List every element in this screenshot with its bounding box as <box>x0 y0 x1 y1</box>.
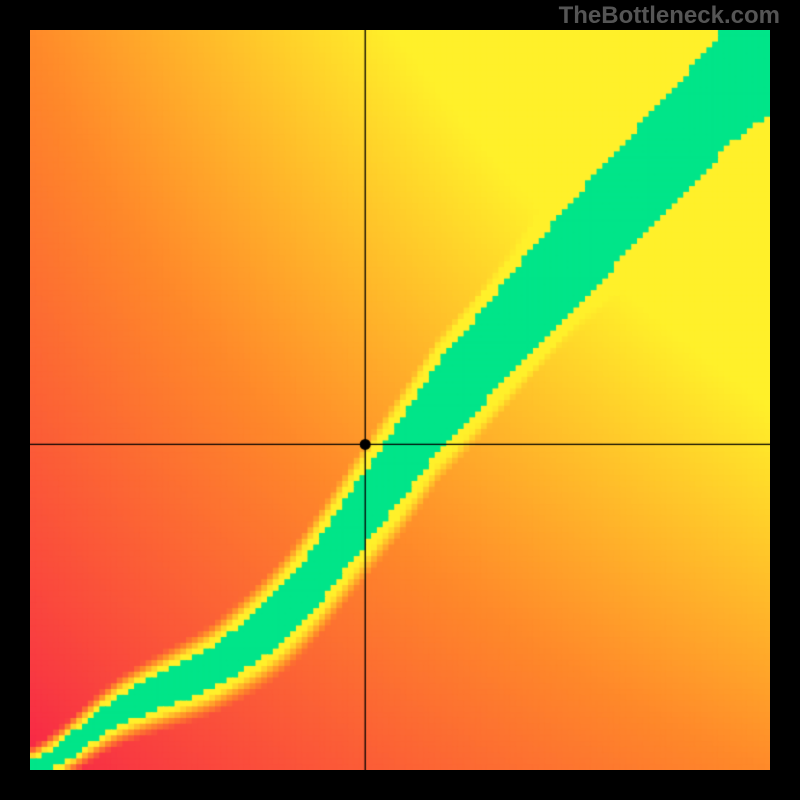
chart-container: TheBottleneck.com <box>0 0 800 800</box>
watermark-text: TheBottleneck.com <box>559 2 780 30</box>
bottleneck-heatmap <box>30 30 770 770</box>
